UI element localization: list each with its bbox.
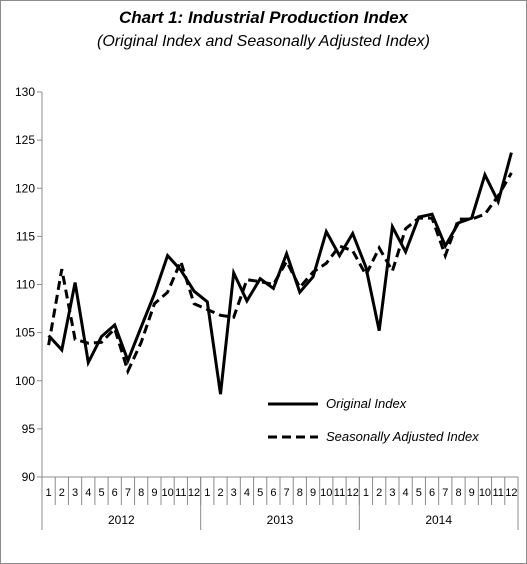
legend-label: Original Index	[326, 396, 407, 411]
x-tick-label: 10	[161, 487, 173, 499]
y-tick-label: 95	[22, 422, 36, 436]
y-tick-label: 130	[15, 85, 35, 99]
x-tick-label: 7	[125, 487, 131, 499]
x-tick-label: 6	[270, 487, 276, 499]
x-tick-label: 3	[389, 487, 395, 499]
y-tick-label: 110	[16, 278, 35, 292]
x-tick-label: 2	[376, 487, 382, 499]
x-tick-label: 10	[320, 487, 332, 499]
x-tick-label: 6	[112, 487, 118, 499]
x-tick-label: 4	[244, 487, 250, 499]
x-tick-label: 9	[310, 487, 316, 499]
x-tick-label: 12	[347, 487, 359, 499]
x-tick-label: 4	[403, 487, 409, 499]
y-tick-label: 90	[22, 470, 36, 484]
x-tick-label: 8	[297, 487, 303, 499]
y-tick-label: 115	[16, 229, 35, 243]
x-tick-label: 9	[151, 487, 157, 499]
y-tick-label: 100	[15, 374, 35, 388]
series-line-seasonally-adjusted	[47, 172, 513, 376]
x-tick-label: 2	[59, 487, 65, 499]
x-tick-label: 8	[455, 487, 461, 499]
x-tick-label: 5	[416, 487, 422, 499]
x-tick-label: 11	[492, 487, 503, 499]
x-tick-label: 11	[334, 487, 345, 499]
x-tick-label: 3	[231, 487, 237, 499]
x-tick-label: 7	[442, 487, 448, 499]
x-tick-label: 7	[284, 487, 290, 499]
x-tick-label: 12	[505, 487, 517, 499]
series-layer	[47, 152, 513, 395]
y-tick-label: 105	[15, 326, 35, 340]
y-tick-label: 125	[15, 133, 35, 147]
x-tick-label: 2	[217, 487, 223, 499]
legend-label: Seasonally Adjusted Index	[326, 429, 479, 444]
x-tick-label: 12	[188, 487, 200, 499]
x-tick-label: 5	[257, 487, 263, 499]
chart-subtitle: (Original Index and Seasonally Adjusted …	[97, 33, 430, 50]
x-tick-label: 1	[46, 487, 52, 499]
year-label: 2012	[108, 513, 135, 527]
x-tick-label: 1	[363, 487, 369, 499]
year-label: 2013	[267, 513, 294, 527]
chart-title: Chart 1: Industrial Production Index	[118, 8, 409, 27]
x-tick-label: 3	[72, 487, 78, 499]
x-tick-label: 9	[469, 487, 475, 499]
x-tick-label: 11	[175, 487, 186, 499]
x-tick-label: 6	[429, 487, 435, 499]
x-tick-label: 8	[138, 487, 144, 499]
legend: Original Index Seasonally Adjusted Index	[268, 396, 479, 444]
x-tick-label: 5	[98, 487, 104, 499]
series-line-original	[47, 152, 513, 395]
y-tick-label: 120	[15, 181, 35, 195]
x-tick-label: 10	[479, 487, 491, 499]
x-tick-label: 1	[204, 487, 210, 499]
year-label: 2014	[425, 513, 452, 527]
x-tick-label: 4	[85, 487, 91, 499]
